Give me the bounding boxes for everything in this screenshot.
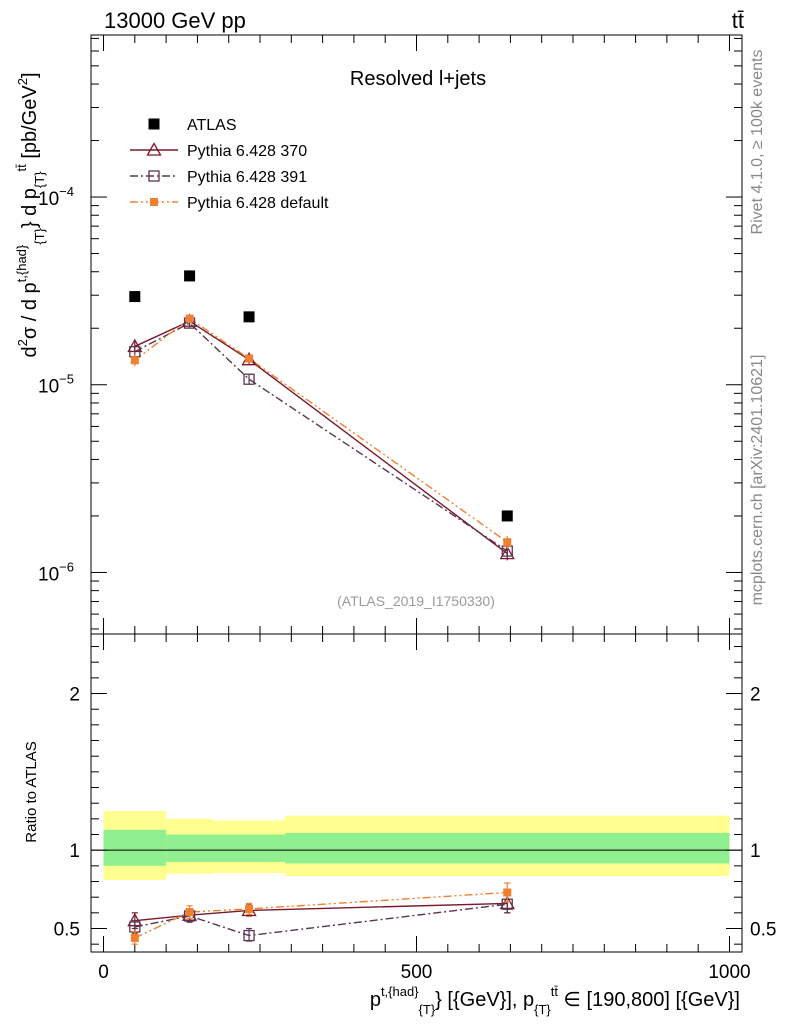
main-series-lines [134,317,508,555]
source-label: mcplots.cern.ch [arXiv:2401.10621] [749,355,766,606]
ratio-y-tick-label-right: 0.5 [750,920,776,941]
main-series-line [134,320,508,555]
atlas-data-point [243,311,255,323]
ratio-y-tick-label: 0.5 [54,920,80,941]
ratio-data-point [243,929,255,942]
main-y-axis-label: d2σ / d pt,{had}{T}} d p{T}tt̄ [pb/GeV2] [14,72,47,357]
ratio-uncertainty-bands [91,811,742,880]
legend-entry: Pythia 6.428 default [187,195,329,212]
ratio-y-axis-label: Ratio to ATLAS [23,741,40,842]
x-tick-label: 1000 [708,962,750,983]
x-axis-label: pt,{had}{T}} [{GeV}], p{T}tt̄ ∈ [190,800… [370,984,740,1017]
mc-data-point [185,314,194,323]
mc-data-point [503,538,512,547]
x-tick-label: 500 [401,962,433,983]
ratio-inner-band [103,829,167,866]
main-y-tick-label: 10−5 [38,372,74,398]
main-y-tick-label: 10−6 [38,559,74,585]
ratio-series-line [134,891,508,939]
ratio-inner-band [213,834,286,862]
legend-entry: Pythia 6.428 370 [187,143,307,160]
ratio-y-tick-label: 1 [69,841,80,862]
ratio-y-tick-label-right: 1 [750,841,761,862]
legend-marker [148,170,160,182]
atlas-data-point [184,270,196,282]
rivet-version-label: Rivet 4.1.0, ≥ 100k events [749,50,766,235]
ratio-series-line [134,902,508,922]
watermark-label: (ATLAS_2019_I1750330) [337,593,495,609]
main-panel-axes: 10−6 10−5 10−4 [38,35,742,634]
legend-entry: ATLAS [187,117,237,134]
legend: ATLAS Pythia 6.428 370 Pythia 6.428 391 Pyt… [130,117,329,212]
legend-marker [146,142,162,156]
ratio-inner-band [166,834,214,862]
x-tick-label: 0 [98,962,109,983]
ratio-panel-axes: 0.5 0.5 1 1 2 2 0 500 1000 [54,634,776,983]
main-series-line [134,322,508,552]
ratio-series-line [134,903,508,937]
ratio-data-point [185,908,194,917]
mc-data-point [130,356,139,365]
ratio-y-tick-label-right: 2 [750,685,761,706]
energy-label: 13000 GeV pp [104,8,246,33]
ratio-series-lines [134,891,508,939]
main-title: Resolved l+jets [350,68,486,90]
process-label: tt̄ [732,8,744,33]
ratio-y-tick-label: 2 [69,685,80,706]
ratio-panel-frame [90,633,743,953]
main-y-tick-label: 10−4 [38,184,74,210]
mc-data-point [245,354,254,363]
legend-entry: Pythia 6.428 391 [187,169,307,186]
mc-data-point [499,545,515,560]
legend-marker [150,198,158,206]
ratio-data-marks [127,882,515,945]
mc-data-point [243,373,255,385]
main-data-marks [127,270,515,561]
ratio-data-point [130,933,139,942]
atlas-data-point [129,291,141,303]
atlas-data-point [501,510,513,522]
ratio-data-point [245,904,254,913]
legend-marker [148,118,160,130]
ratio-data-point [503,888,512,897]
ratio-inner-band [285,832,730,864]
main-series-line [134,317,508,543]
